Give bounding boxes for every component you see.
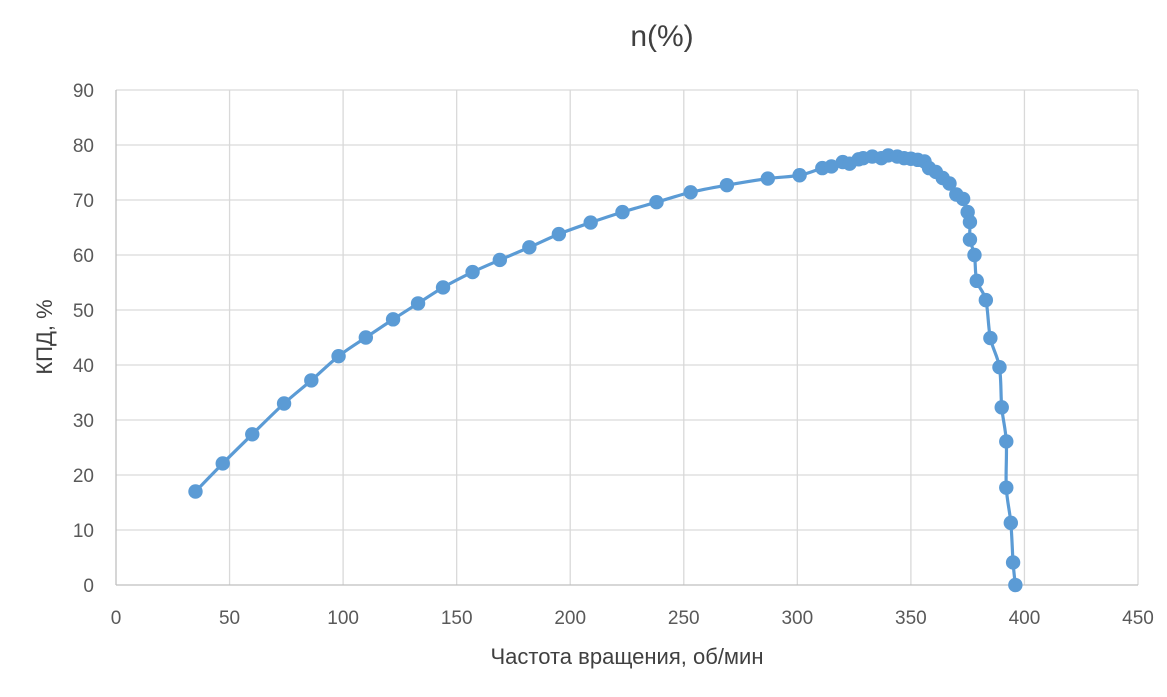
data-point <box>983 330 998 346</box>
data-point <box>188 484 203 499</box>
y-tick-label: 80 <box>73 136 94 157</box>
x-tick-label: 300 <box>781 608 813 629</box>
data-point <box>719 177 735 193</box>
x-tick-label: 0 <box>111 608 122 629</box>
data-point <box>955 191 971 207</box>
x-axis-label: Частота вращения, об/мин <box>491 644 764 669</box>
data-point <box>331 349 346 364</box>
data-point <box>942 176 957 191</box>
data-point <box>1008 577 1023 593</box>
data-point <box>1005 555 1021 570</box>
x-tick-label: 450 <box>1122 608 1154 629</box>
x-tick-label: 100 <box>327 608 359 629</box>
x-tick-label: 250 <box>668 608 700 629</box>
data-point <box>962 214 978 230</box>
series <box>188 148 1023 593</box>
x-tick-label: 400 <box>1009 608 1041 629</box>
y-tick-label: 50 <box>73 301 94 322</box>
data-point <box>649 195 664 210</box>
grid <box>116 89 1139 585</box>
data-point <box>435 280 451 295</box>
data-point <box>792 168 807 183</box>
chart-title: n(%) <box>630 20 693 53</box>
data-point <box>760 171 776 186</box>
data-point <box>522 240 537 255</box>
data-point <box>994 400 1009 415</box>
data-point <box>1003 515 1019 531</box>
y-tick-label: 40 <box>73 356 94 377</box>
y-tick-label: 90 <box>73 81 94 102</box>
data-point <box>583 215 598 230</box>
data-point <box>304 373 319 388</box>
data-point <box>465 264 480 280</box>
y-tick-label: 60 <box>73 246 94 267</box>
data-point <box>358 330 374 345</box>
y-tick-label: 20 <box>73 466 94 487</box>
series-line <box>193 153 1017 587</box>
data-point <box>410 296 426 311</box>
y-tick-label: 70 <box>73 191 94 212</box>
y-tick-label: 30 <box>73 411 94 432</box>
data-point <box>385 312 401 327</box>
data-point <box>969 273 984 289</box>
x-tick-label: 350 <box>895 608 927 629</box>
x-tick-label: 50 <box>219 608 240 629</box>
data-point <box>245 427 260 442</box>
data-point <box>962 232 978 247</box>
data-point <box>492 252 508 268</box>
x-tick-label: 150 <box>441 608 473 629</box>
data-point <box>999 480 1014 495</box>
data-point <box>215 456 230 471</box>
data-point <box>999 434 1014 449</box>
y-axis-label: КПД, % <box>32 299 57 374</box>
y-tick-label: 10 <box>73 521 94 542</box>
data-point <box>276 396 292 411</box>
data-point <box>967 247 982 263</box>
data-point <box>992 360 1007 375</box>
data-point <box>551 226 567 242</box>
data-point <box>683 185 698 200</box>
x-tick-label: 200 <box>554 608 586 629</box>
y-tick-label: 0 <box>83 576 94 597</box>
axes: 0 10 20 30 40 50 60 70 80 90 0 50 100 150 200 250 300 350… <box>73 81 1154 629</box>
data-point <box>978 292 994 308</box>
data-point <box>824 159 839 174</box>
data-point <box>615 204 630 220</box>
